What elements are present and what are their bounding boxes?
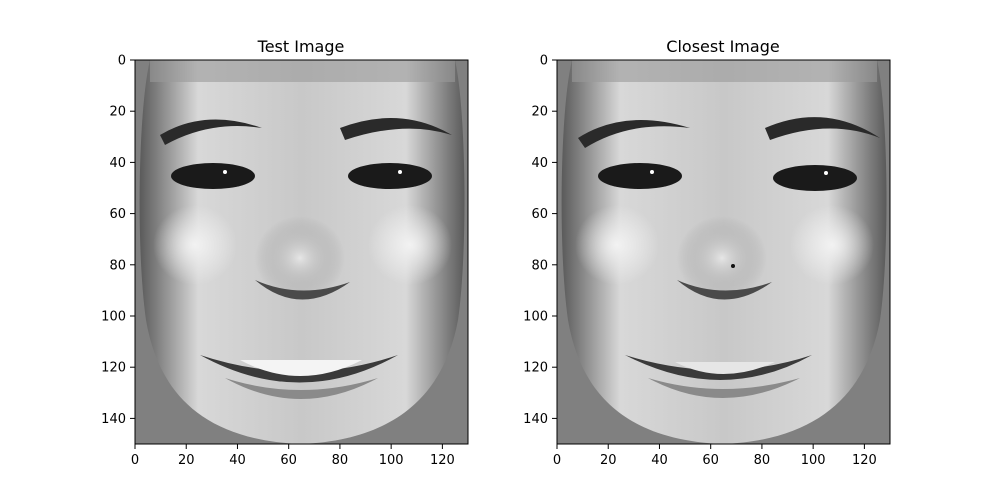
y-tick-label: 120 — [523, 361, 548, 376]
closest-image-heatmap — [557, 60, 890, 444]
x-tick-label: 20 — [178, 453, 195, 468]
left-eyebrow — [578, 120, 690, 148]
y-tick-label: 100 — [101, 310, 126, 325]
right-cheek — [790, 205, 874, 285]
teeth — [240, 360, 362, 376]
mouth — [200, 355, 398, 383]
lower-lip — [648, 378, 800, 398]
right-eye-highlight — [398, 170, 402, 174]
x-tick-label: 20 — [600, 453, 617, 468]
y-tick-label: 140 — [523, 412, 548, 427]
nose-base — [255, 280, 350, 300]
y-tick-label: 60 — [109, 207, 126, 222]
y-tick-label: 0 — [118, 54, 126, 69]
y-tick-label: 120 — [101, 361, 126, 376]
nose-mark — [731, 264, 735, 268]
right-cheek — [368, 205, 452, 285]
right-eyebrow — [765, 117, 880, 140]
x-tick-label: 0 — [131, 453, 139, 468]
lower-lip — [225, 378, 378, 399]
x-tick-label: 80 — [754, 453, 771, 468]
x-tick-label: 0 — [553, 453, 561, 468]
nose — [255, 216, 345, 300]
right-eye — [348, 163, 432, 189]
y-tick-label: 40 — [531, 156, 548, 171]
y-tick-label: 40 — [109, 156, 126, 171]
right-eye — [773, 165, 857, 191]
x-tick-label: 100 — [801, 453, 826, 468]
x-axis: 0 20 40 60 80 100 120 — [553, 444, 877, 468]
x-tick-label: 40 — [651, 453, 668, 468]
right-eyebrow — [340, 118, 452, 140]
left-eye — [171, 163, 255, 189]
y-tick-label: 20 — [531, 105, 548, 120]
x-tick-label: 40 — [229, 453, 246, 468]
right-eye-highlight — [824, 171, 828, 175]
y-tick-label: 0 — [540, 54, 548, 69]
y-tick-label: 20 — [109, 105, 126, 120]
x-tick-label: 100 — [379, 453, 404, 468]
axes-frame — [556, 59, 891, 445]
forehead-shadow — [150, 60, 455, 82]
nose — [677, 216, 767, 300]
x-tick-label: 60 — [702, 453, 719, 468]
x-tick-label: 120 — [852, 453, 877, 468]
x-tick-label: 80 — [332, 453, 349, 468]
panel-title: Test Image — [257, 37, 345, 56]
y-axis: 0 20 40 60 80 100 120 140 — [101, 54, 135, 427]
mouth — [625, 355, 812, 380]
y-tick-label: 100 — [523, 310, 548, 325]
axes-frame — [134, 59, 469, 445]
left-cheek — [153, 205, 237, 285]
left-eyebrow — [160, 119, 262, 145]
y-tick-label: 80 — [531, 258, 548, 273]
left-eye — [598, 163, 682, 189]
test-image-heatmap — [135, 60, 468, 444]
left-eye-highlight — [223, 170, 227, 174]
teeth — [675, 362, 775, 374]
y-tick-label: 140 — [101, 412, 126, 427]
forehead-shadow — [572, 60, 877, 82]
nose-base — [677, 280, 772, 300]
test-image-panel: Test Image 0 20 40 60 80 100 12 — [101, 37, 469, 468]
y-tick-label: 80 — [109, 258, 126, 273]
face-rendering — [561, 60, 887, 444]
face-rendering — [139, 60, 465, 444]
left-eye-highlight — [650, 170, 654, 174]
y-tick-label: 60 — [531, 207, 548, 222]
y-axis: 0 20 40 60 80 100 120 140 — [523, 54, 557, 427]
left-cheek — [575, 205, 659, 285]
x-tick-label: 60 — [280, 453, 297, 468]
x-tick-label: 120 — [430, 453, 455, 468]
panel-title: Closest Image — [666, 37, 779, 56]
x-axis: 0 20 40 60 80 100 120 — [131, 444, 455, 468]
